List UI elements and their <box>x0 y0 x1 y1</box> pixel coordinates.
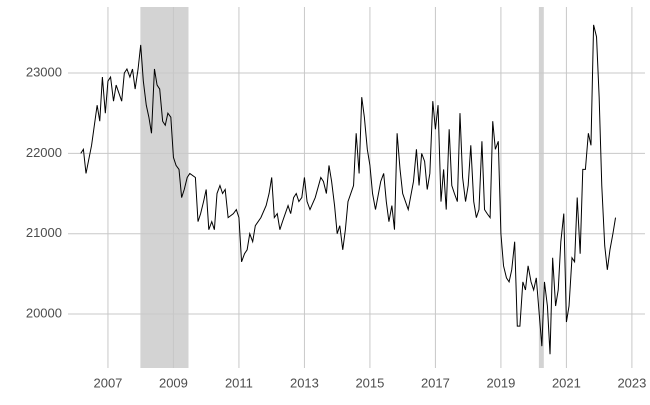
x-tick-label: 2013 <box>290 375 319 390</box>
x-tick-label: 2023 <box>617 375 646 390</box>
x-tick-label: 2011 <box>225 375 253 390</box>
x-tick-label: 2009 <box>159 375 188 390</box>
x-tick-label: 2021 <box>552 375 581 390</box>
data-line <box>80 24 617 355</box>
x-tick-label: 2017 <box>421 375 450 390</box>
x-tick-label: 2019 <box>486 375 515 390</box>
y-tick-label: 20000 <box>26 305 62 320</box>
y-tick-label: 21000 <box>26 225 62 240</box>
shaded-region <box>538 7 544 368</box>
y-tick-label: 22000 <box>26 145 62 160</box>
x-tick-label: 2015 <box>355 375 384 390</box>
y-tick-label: 23000 <box>26 64 62 79</box>
x-tick-label: 2007 <box>93 375 122 390</box>
